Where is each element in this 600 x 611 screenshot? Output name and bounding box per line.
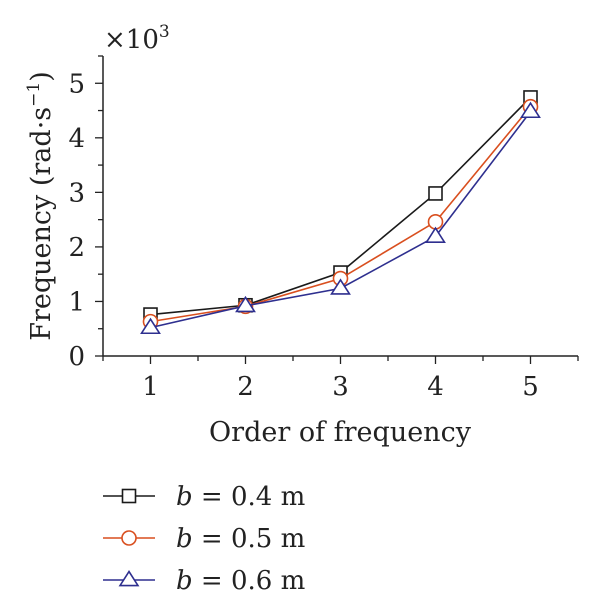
data-point: [425, 226, 446, 243]
series-line: [150, 111, 532, 329]
y-tick-label: 5: [68, 69, 85, 99]
x-tick-label: 4: [427, 372, 444, 402]
legend-variable: b: [176, 566, 193, 596]
y-axis-label-exponent: −1: [24, 82, 44, 107]
legend-variable: b: [176, 524, 193, 554]
x-tick-label: 3: [332, 372, 349, 402]
series-group: [140, 101, 541, 335]
legend-item: b = 0.4 m: [103, 482, 305, 512]
legend-variable: b: [176, 482, 193, 512]
y-tick-label: 4: [68, 124, 85, 154]
y-multiplier-base: ×10: [104, 25, 159, 55]
y-tick-label: 0: [68, 342, 85, 372]
legend-item: b = 0.5 m: [103, 524, 305, 554]
data-point: [235, 295, 256, 313]
y-multiplier-label: ×103: [104, 22, 170, 55]
legend-label: b = 0.6 m: [176, 566, 305, 596]
labels-layer: ×103 Order of frequency Frequency (rad·s…: [24, 22, 472, 448]
data-point: [428, 186, 443, 201]
y-tick-label: 2: [68, 233, 85, 263]
legend-value: = 0.5 m: [193, 524, 306, 554]
legend-value: = 0.6 m: [193, 566, 306, 596]
x-tick-label: 5: [522, 372, 539, 402]
x-axis-label: Order of frequency: [209, 417, 472, 448]
legend: b = 0.4 mb = 0.5 mb = 0.6 m: [103, 482, 305, 596]
data-point: [140, 317, 161, 335]
axes-layer: 0 1 2 3 4 5 1 2 3 4 5: [68, 55, 579, 402]
legend-label: b = 0.4 m: [176, 482, 305, 512]
x-tick-label: 2: [237, 372, 254, 402]
x-tick-label: 1: [142, 372, 159, 402]
y-tick-label: 1: [68, 287, 85, 317]
y-axis-label-main: Frequency (rad·s: [26, 107, 57, 341]
y-axis-label: Frequency (rad·s−1): [24, 71, 57, 341]
legend-marker: [121, 488, 137, 504]
legend-value: = 0.4 m: [193, 482, 306, 512]
data-point: [330, 278, 351, 295]
legend-label: b = 0.5 m: [176, 524, 305, 554]
legend-marker: [121, 530, 137, 546]
y-multiplier-exponent: 3: [159, 22, 170, 42]
y-axis-label-suffix: ): [26, 71, 57, 82]
data-point: [520, 101, 541, 119]
legend-item: b = 0.6 m: [103, 566, 305, 596]
legend-marker: [118, 570, 140, 587]
series-layer: [140, 90, 541, 335]
y-tick-label: 3: [68, 178, 85, 208]
